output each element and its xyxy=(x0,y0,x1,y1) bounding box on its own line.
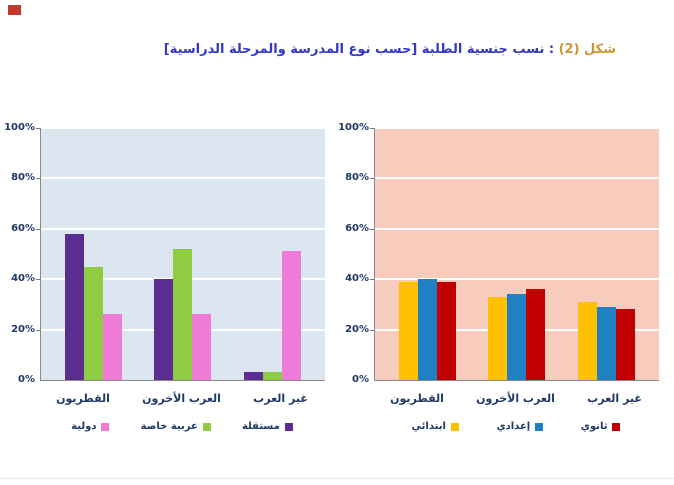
y-axis-label: 0% xyxy=(352,374,369,385)
legend-item: دولية xyxy=(71,421,110,432)
plot-area xyxy=(36,127,325,381)
y-axis-tick xyxy=(36,178,41,180)
legend-label: دولية xyxy=(71,421,97,432)
bar-groups xyxy=(41,128,325,380)
legend-swatch xyxy=(101,422,110,431)
bar-group xyxy=(577,128,635,380)
bar-group xyxy=(243,128,301,380)
legend-item: ابتدائي xyxy=(412,421,459,432)
bar xyxy=(488,296,508,380)
gridline xyxy=(375,278,659,281)
bar xyxy=(507,294,527,380)
category-label: القطريون xyxy=(56,392,110,405)
bar-groups xyxy=(375,128,659,380)
bar-group xyxy=(488,128,546,380)
y-axis-tick xyxy=(370,279,375,281)
legend-swatch xyxy=(202,422,211,431)
bar-group xyxy=(65,128,123,380)
page-bottom-divider xyxy=(0,478,674,479)
legend-swatch xyxy=(612,422,621,431)
y-axis-label: 80% xyxy=(345,172,369,184)
bar xyxy=(526,289,546,380)
gridline xyxy=(41,227,325,230)
bar-group xyxy=(154,128,212,380)
gridline xyxy=(375,127,659,129)
chart-legend: دولية عربية خاصة مستقلة xyxy=(40,421,324,432)
red-marker-icon xyxy=(8,5,21,15)
legend-item: مستقلة xyxy=(242,421,293,432)
y-axis-label: 100% xyxy=(4,122,35,133)
bar-group xyxy=(399,128,457,380)
bar xyxy=(103,314,123,380)
school-stage-chart: 100% 80% 60% 40% 20% 0% القطريون العرب الأخرون… xyxy=(338,122,660,432)
y-axis-label: 60% xyxy=(11,222,35,234)
y-axis-tick xyxy=(36,228,41,230)
category-axis: القطريون العرب الأخرون غير العرب xyxy=(374,392,658,405)
legend-label: عربية خاصة xyxy=(140,421,198,432)
category-label: العرب الأخرون xyxy=(142,392,221,405)
category-label: العرب الأخرون xyxy=(476,392,555,405)
school-type-chart: 100% 80% 60% 40% 20% 0% القطريون العرب الأخرون… xyxy=(4,122,326,432)
y-axis-label: 40% xyxy=(11,273,35,285)
bar xyxy=(281,251,301,380)
y-axis-label: 80% xyxy=(11,172,35,184)
legend-label: ابتدائي xyxy=(411,421,446,432)
plot-area xyxy=(370,127,659,381)
bar xyxy=(65,233,85,380)
category-label: غير العرب xyxy=(253,392,308,405)
bar xyxy=(173,248,193,380)
bar xyxy=(615,309,635,380)
category-label: القطريون xyxy=(390,392,444,405)
y-axis-label: 60% xyxy=(345,222,369,234)
figure-title-main: : نسب جنسية الطلبة [حسب نوع المدرسة والم… xyxy=(163,42,555,57)
bar xyxy=(418,279,438,380)
bar xyxy=(192,314,212,380)
gridline xyxy=(375,177,659,180)
y-axis-tick xyxy=(370,178,375,180)
gridline xyxy=(375,227,659,230)
gridline xyxy=(41,177,325,180)
y-axis-tick xyxy=(370,329,375,331)
category-axis: القطريون العرب الأخرون غير العرب xyxy=(40,392,324,405)
bar xyxy=(84,266,104,380)
legend-label: إعدادي xyxy=(496,421,531,432)
y-axis-tick xyxy=(370,128,375,129)
legend-label: ثانوي xyxy=(580,421,608,432)
figure-title-prefix: شكل (2) xyxy=(558,42,616,57)
gridline xyxy=(41,127,325,129)
legend-swatch xyxy=(450,422,459,431)
y-axis-label: 40% xyxy=(345,273,369,285)
legend-item: عربية خاصة xyxy=(141,421,211,432)
y-axis: 100% 80% 60% 40% 20% 0% xyxy=(338,122,374,385)
y-axis-tick xyxy=(36,128,41,129)
bar xyxy=(243,372,263,380)
bar xyxy=(262,372,282,380)
bar xyxy=(577,301,597,380)
y-axis-label: 0% xyxy=(18,374,35,385)
y-axis-tick xyxy=(36,329,41,331)
bar xyxy=(154,279,174,380)
category-label: غير العرب xyxy=(587,392,642,405)
legend-label: مستقلة xyxy=(241,421,280,432)
y-axis-label: 100% xyxy=(338,122,369,133)
y-axis-label: 20% xyxy=(11,323,35,335)
y-axis-tick xyxy=(36,279,41,281)
legend-swatch xyxy=(284,422,293,431)
bar xyxy=(437,281,457,380)
bar xyxy=(399,281,419,380)
y-axis-label: 20% xyxy=(345,323,369,335)
charts-row: 100% 80% 60% 40% 20% 0% القطريون العرب الأخرون… xyxy=(4,122,660,432)
chart-legend: ابتدائي إعدادي ثانوي xyxy=(374,421,658,432)
legend-item: ثانوي xyxy=(581,421,621,432)
legend-swatch xyxy=(535,422,544,431)
y-axis-tick xyxy=(370,228,375,230)
legend-item: إعدادي xyxy=(496,421,544,432)
y-axis: 100% 80% 60% 40% 20% 0% xyxy=(4,122,40,385)
figure-title: شكل (2) : نسب جنسية الطلبة [حسب نوع المد… xyxy=(164,42,616,57)
bar xyxy=(596,306,616,380)
